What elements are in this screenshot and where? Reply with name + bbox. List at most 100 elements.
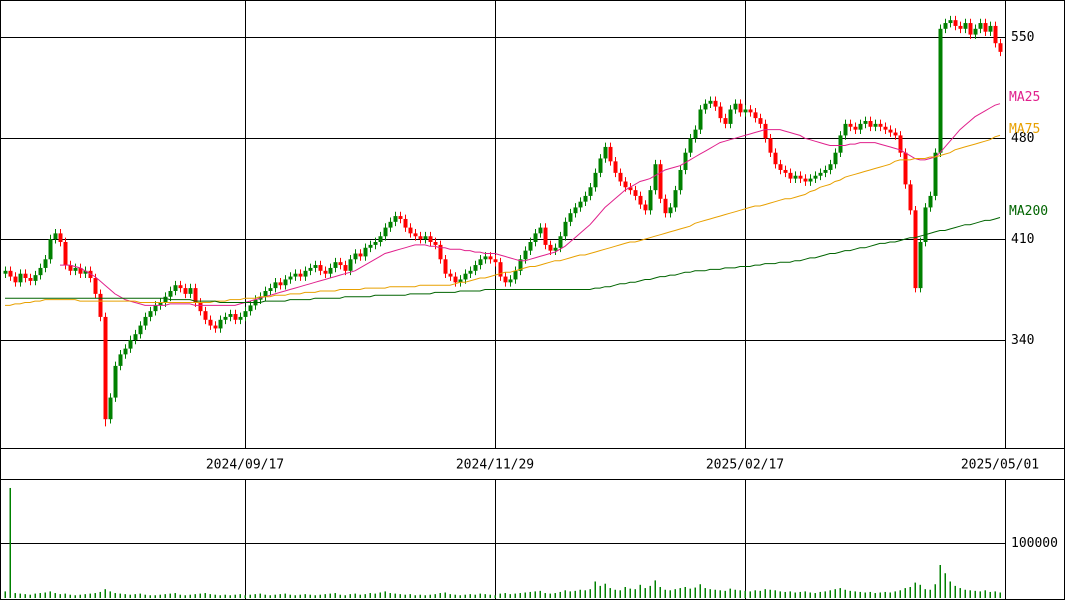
candle-body xyxy=(193,288,198,303)
volume-bar xyxy=(154,595,156,598)
candle-body xyxy=(683,152,688,170)
volume-bar xyxy=(664,589,666,598)
volume-bar xyxy=(674,589,676,598)
candle-body xyxy=(408,227,413,234)
volume-bar xyxy=(849,590,851,598)
volume-bar xyxy=(104,589,106,598)
candle-body xyxy=(38,267,43,276)
candle-body xyxy=(513,270,518,280)
volume-bar xyxy=(639,584,641,598)
volume-bar xyxy=(59,594,61,598)
volume-bar xyxy=(464,594,466,598)
volume-bar xyxy=(34,593,36,598)
candle-body xyxy=(373,242,378,245)
candle-body xyxy=(843,123,848,136)
candle-body xyxy=(853,126,858,130)
volume-bar xyxy=(584,590,586,598)
candle-body xyxy=(8,270,13,277)
volume-bar xyxy=(534,591,536,598)
volume-bar xyxy=(244,595,246,598)
volume-bar xyxy=(994,591,996,598)
volume-bar xyxy=(649,585,651,598)
candle-body xyxy=(833,152,838,165)
volume-bar xyxy=(214,594,216,598)
volume-bar xyxy=(884,591,886,598)
candle-body xyxy=(723,118,728,124)
volume-bar xyxy=(749,591,751,598)
candle-body xyxy=(933,152,938,196)
volume-bar xyxy=(529,591,531,598)
candle-body xyxy=(803,178,808,182)
volume-bar xyxy=(999,592,1001,598)
volume-bar xyxy=(454,594,456,598)
candle-body xyxy=(18,273,23,283)
volume-bar xyxy=(544,593,546,598)
candle-body xyxy=(823,169,828,173)
candle-body xyxy=(728,109,733,124)
volume-bar xyxy=(294,595,296,598)
candle-body xyxy=(733,103,738,110)
candle-body xyxy=(103,316,108,420)
volume-bar xyxy=(814,593,816,598)
candle-body xyxy=(753,112,758,119)
candle-body xyxy=(328,267,333,274)
volume-bar xyxy=(284,593,286,598)
volume-bar xyxy=(934,584,936,598)
x-tick-label: 2024/09/17 xyxy=(206,458,284,473)
volume-bar xyxy=(439,593,441,598)
candle-body xyxy=(743,109,748,113)
candle-body xyxy=(368,244,373,248)
candle-body xyxy=(563,221,568,237)
candle-body xyxy=(108,397,113,420)
volume-bar xyxy=(989,591,991,598)
candle-body xyxy=(473,265,478,271)
candle-body xyxy=(698,109,703,130)
candle-body xyxy=(788,172,793,179)
volume-bar xyxy=(744,590,746,598)
candle-body xyxy=(613,161,618,173)
candle-body xyxy=(548,244,553,251)
volume-bar xyxy=(794,592,796,598)
volume-bar xyxy=(114,593,116,598)
volume-bar xyxy=(309,594,311,598)
volume-bar xyxy=(139,593,141,598)
candle-body xyxy=(593,172,598,188)
candle-body xyxy=(808,178,813,182)
candle-body xyxy=(643,204,648,211)
candle-body xyxy=(628,187,633,191)
volume-bar xyxy=(404,594,406,598)
candle-body xyxy=(573,207,578,214)
candle-body xyxy=(883,126,888,130)
volume-bar xyxy=(319,594,321,598)
volume-bar xyxy=(919,584,921,598)
x-tick-label: 2025/05/01 xyxy=(961,458,1039,473)
volume-bar xyxy=(629,588,631,598)
candle-body xyxy=(618,172,623,182)
moving-average-line xyxy=(60,103,1001,306)
volume-bar xyxy=(119,593,121,598)
volume-bar xyxy=(719,590,721,598)
candle-body xyxy=(578,201,583,208)
candle-body xyxy=(673,190,678,208)
volume-bar xyxy=(799,591,801,598)
candle-body xyxy=(283,279,288,286)
candle-body xyxy=(903,152,908,185)
volume-bar xyxy=(654,580,656,598)
candle-body xyxy=(183,288,188,294)
candle-body xyxy=(178,285,183,289)
moving-average-line xyxy=(5,134,1001,306)
volume-bar xyxy=(854,591,856,598)
volume-bar xyxy=(374,593,376,598)
candle-body xyxy=(468,270,473,274)
volume-bar xyxy=(209,594,211,598)
volume-bar xyxy=(964,589,966,598)
candle-body xyxy=(953,20,958,26)
volume-bar xyxy=(24,594,26,598)
candle-body xyxy=(433,242,438,245)
candle-body xyxy=(608,146,613,162)
volume-bar xyxy=(574,590,576,598)
candle-body xyxy=(888,129,893,133)
volume-bar xyxy=(974,590,976,598)
candle-body xyxy=(443,259,448,274)
